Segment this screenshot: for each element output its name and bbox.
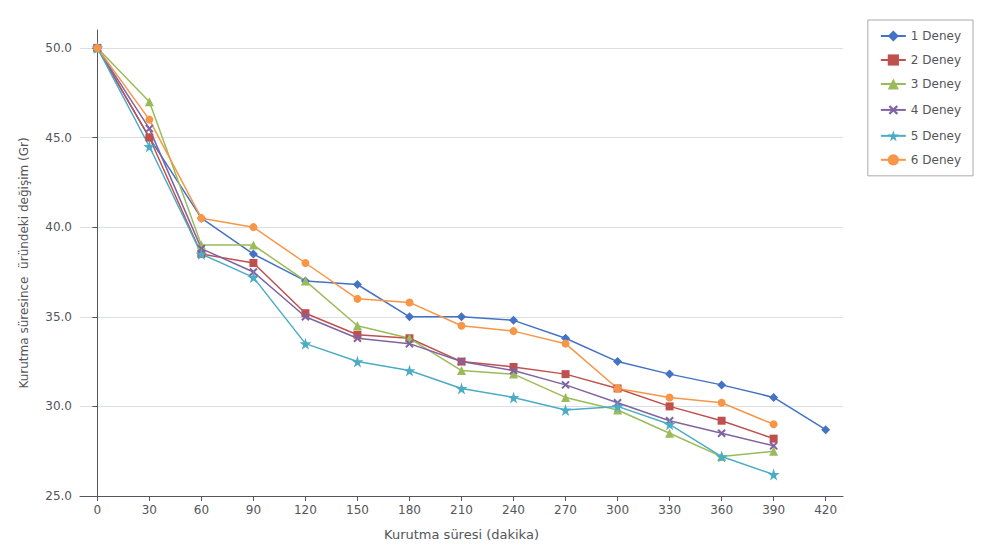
svg-text:2 Deney: 2 Deney — [911, 53, 961, 67]
svg-text:25.0: 25.0 — [45, 489, 72, 503]
svg-text:Kurutma süresince üründeki de: Kurutma süresince üründeki değişim (Gr) — [17, 137, 31, 388]
svg-text:180: 180 — [398, 503, 421, 517]
svg-text:0: 0 — [94, 503, 102, 517]
svg-text:1 Deney: 1 Deney — [911, 29, 961, 43]
svg-text:Kurutma süresi (dakika): Kurutma süresi (dakika) — [384, 527, 539, 542]
svg-text:120: 120 — [294, 503, 317, 517]
svg-text:30.0: 30.0 — [45, 399, 72, 413]
svg-text:90: 90 — [246, 503, 261, 517]
svg-text:5 Deney: 5 Deney — [911, 129, 961, 143]
svg-text:270: 270 — [554, 503, 577, 517]
svg-text:30: 30 — [142, 503, 157, 517]
svg-text:300: 300 — [606, 503, 629, 517]
svg-text:240: 240 — [502, 503, 525, 517]
svg-text:150: 150 — [346, 503, 369, 517]
svg-text:35.0: 35.0 — [45, 310, 72, 324]
svg-text:6 Deney: 6 Deney — [911, 153, 961, 167]
svg-text:3 Deney: 3 Deney — [911, 77, 961, 91]
svg-text:40.0: 40.0 — [45, 220, 72, 234]
svg-text:50.0: 50.0 — [45, 41, 72, 55]
svg-text:45.0: 45.0 — [45, 131, 72, 145]
svg-text:4 Deney: 4 Deney — [911, 103, 961, 117]
svg-text:210: 210 — [450, 503, 473, 517]
svg-text:330: 330 — [658, 503, 681, 517]
svg-text:390: 390 — [762, 503, 785, 517]
svg-text:360: 360 — [710, 503, 733, 517]
svg-text:60: 60 — [194, 503, 209, 517]
svg-text:420: 420 — [814, 503, 837, 517]
